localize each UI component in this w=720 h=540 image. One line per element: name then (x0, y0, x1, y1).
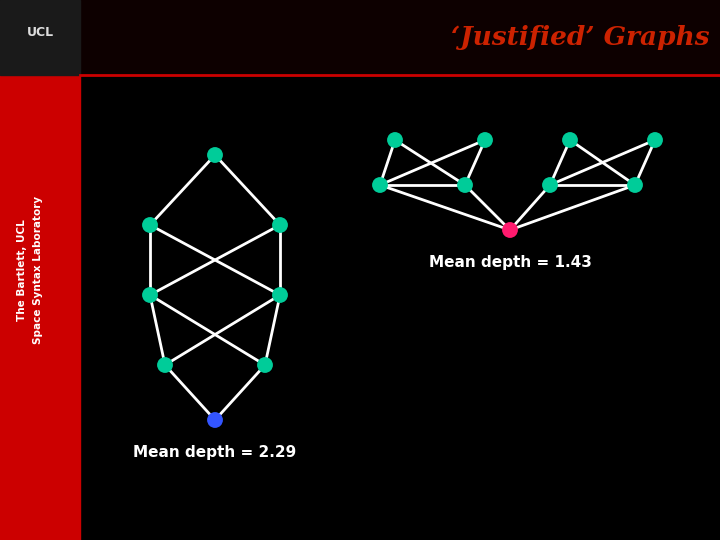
Point (210, 416, 221, 424)
Point (259, 361, 271, 369)
Point (210, 151, 221, 159)
Text: Space Syntax Laboratory: Space Syntax Laboratory (33, 196, 43, 344)
Point (144, 221, 156, 230)
Point (274, 291, 286, 299)
Point (649, 136, 661, 144)
Point (274, 221, 286, 230)
Point (504, 226, 516, 234)
Point (480, 136, 491, 144)
Text: Mean depth = 1.43: Mean depth = 1.43 (428, 254, 591, 269)
Bar (0, 75, 80, 540)
Text: The Bartlett, UCL: The Bartlett, UCL (17, 219, 27, 321)
Point (459, 181, 471, 190)
Point (374, 181, 386, 190)
Point (629, 181, 641, 190)
Point (564, 136, 576, 144)
Text: ‘Justified’ Graphs: ‘Justified’ Graphs (451, 25, 710, 50)
Point (159, 361, 171, 369)
Text: Mean depth = 2.29: Mean depth = 2.29 (133, 444, 297, 460)
Point (144, 291, 156, 299)
Text: UCL: UCL (27, 26, 53, 39)
Bar (0, 0, 80, 75)
Point (544, 181, 556, 190)
Bar (0, 0, 720, 75)
Point (390, 136, 401, 144)
